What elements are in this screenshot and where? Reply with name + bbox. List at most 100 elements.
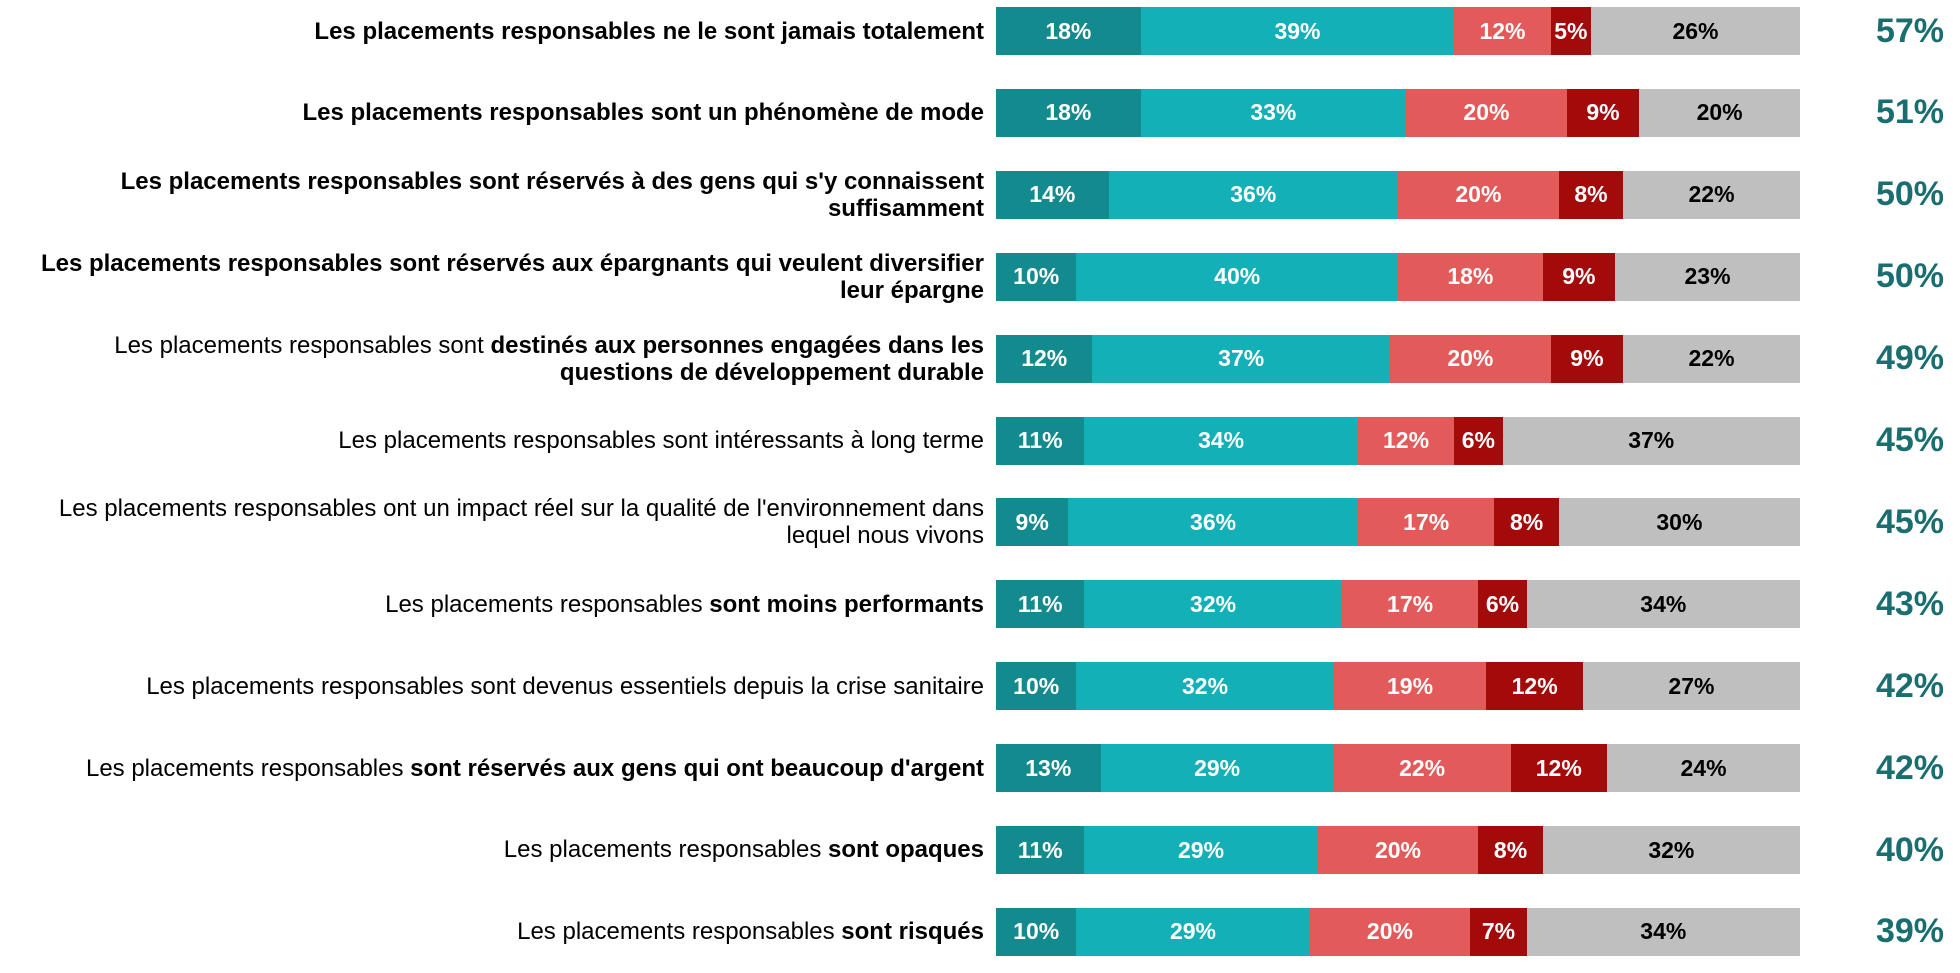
label-part: sont opaques (827, 836, 984, 864)
total-label: 51% (1875, 93, 1945, 132)
value-label: 18% (1447, 263, 1494, 290)
value-label: 13% (1025, 754, 1072, 781)
total-label: 39% (1875, 912, 1945, 951)
bar-segment: 39% (1140, 7, 1455, 55)
bar-segment: 29% (1076, 907, 1310, 956)
value-label: 22% (1688, 181, 1735, 208)
bar-segment: 32% (1542, 826, 1800, 874)
category-label: Les placements responsables sont devenus… (10, 645, 984, 727)
value-label: 20% (1463, 99, 1510, 126)
category-text: Les placements responsables ne le sont j… (314, 18, 984, 45)
category-label: Les placements responsables sont risqués (10, 891, 984, 973)
bar-segment: 14% (996, 170, 1109, 219)
bar-segment: 22% (1333, 744, 1511, 793)
label-part: Les placements responsables sont réservé… (40, 249, 984, 304)
value-label: 39% (1274, 17, 1321, 44)
bar-segment: 13% (996, 744, 1101, 793)
bar-segment: 5% (1550, 7, 1591, 55)
bar-segment: 9% (1566, 88, 1640, 137)
value-label: 5% (1554, 17, 1588, 44)
value-label: 20% (1374, 836, 1422, 863)
label-part: sont risqués (841, 918, 984, 946)
bar-segment: 22% (1623, 170, 1800, 219)
category-label: Les placements responsables sont réservé… (10, 154, 984, 236)
bar-segment: 37% (1502, 416, 1800, 465)
total-label: 42% (1875, 666, 1945, 705)
value-label: 36% (1190, 508, 1237, 535)
bar-segment: 18% (1398, 252, 1543, 301)
bar-segment: 11% (996, 580, 1085, 629)
value-label: 27% (1668, 672, 1715, 699)
category-text: Les placements responsables sont réservé… (10, 250, 984, 304)
value-label: 17% (1403, 508, 1450, 535)
value-label: 22% (1688, 345, 1735, 372)
label-part: Les placements responsables sont un phén… (302, 99, 984, 127)
value-label: 26% (1672, 17, 1719, 44)
value-label: 9% (1562, 263, 1596, 290)
bar-segment: 40% (1076, 252, 1398, 301)
total-label: 49% (1875, 339, 1945, 378)
total-label: 50% (1875, 257, 1945, 296)
label-part: Les placements responsables (385, 590, 710, 618)
bar-segment: 33% (1140, 88, 1407, 137)
bar-segment: 12% (1510, 744, 1608, 793)
value-label: 10% (1013, 672, 1060, 699)
bar-segment: 22% (1623, 334, 1800, 383)
category-label: Les placements responsables sont un phén… (10, 72, 984, 154)
value-label: 11% (1017, 427, 1063, 453)
category-text: Les placements responsables sont réservé… (86, 755, 984, 782)
category-label: Les placements responsables ont un impac… (10, 481, 984, 563)
value-label: 6% (1485, 590, 1520, 617)
label-part: Les placements responsables (503, 836, 828, 864)
value-label: 9% (1570, 345, 1604, 372)
bar-segment: 17% (1341, 580, 1479, 629)
label-part: Les placements responsables (517, 918, 842, 946)
total-label: 43% (1875, 584, 1945, 623)
value-label: 12% (1479, 17, 1526, 44)
value-label: 14% (1029, 181, 1076, 208)
bar-segment: 32% (1084, 580, 1342, 629)
label-part: Les placements responsables ne le sont j… (314, 17, 984, 45)
bar-segment: 36% (1068, 498, 1358, 547)
total-label: 40% (1875, 830, 1945, 869)
label-part: Les placements responsables sont devenus… (146, 672, 984, 700)
value-label: 29% (1194, 754, 1241, 781)
label-part: Les placements responsables ont un impac… (58, 495, 984, 550)
category-label: Les placements responsables sont réservé… (10, 727, 984, 809)
bar-segment: 8% (1478, 826, 1543, 874)
bar-segment: 34% (1084, 416, 1358, 465)
bar-segment: 36% (1108, 170, 1398, 219)
label-part: destinés aux personnes engagées dans les… (490, 331, 984, 386)
value-label: 8% (1493, 836, 1528, 863)
bar-segment: 7% (1470, 907, 1527, 956)
value-label: 32% (1182, 672, 1229, 699)
category-label: Les placements responsables sont destiné… (10, 318, 984, 400)
value-label: 12% (1535, 754, 1582, 781)
value-label: 12% (1511, 672, 1558, 699)
value-label: 11% (1017, 590, 1063, 617)
category-label: Les placements responsables sont intéres… (10, 400, 984, 482)
label-part: sont moins performants (709, 590, 984, 618)
value-label: 20% (1447, 345, 1494, 372)
category-text: Les placements responsables sont intéres… (338, 427, 984, 454)
value-label: 11% (1017, 836, 1063, 863)
value-label: 34% (1640, 590, 1687, 617)
bar-segment: 18% (996, 88, 1141, 137)
value-label: 9% (1015, 508, 1049, 535)
value-label: 37% (1628, 427, 1675, 453)
bar-segment: 6% (1478, 580, 1527, 629)
total-label: 45% (1875, 502, 1945, 541)
value-label: 7% (1481, 918, 1516, 945)
category-text: Les placements responsables ont un impac… (10, 495, 984, 549)
value-label: 12% (1383, 427, 1430, 453)
value-label: 24% (1680, 754, 1727, 781)
label-part: Les placements responsables sont intéres… (338, 426, 984, 454)
bar-segment: 29% (1084, 826, 1318, 874)
bar-segment: 34% (1526, 907, 1800, 956)
bar-segment: 19% (1333, 662, 1487, 711)
bar-segment: 18% (996, 7, 1141, 55)
value-label: 10% (1013, 918, 1060, 945)
value-label: 30% (1656, 508, 1703, 535)
bar-segment: 23% (1615, 252, 1800, 301)
